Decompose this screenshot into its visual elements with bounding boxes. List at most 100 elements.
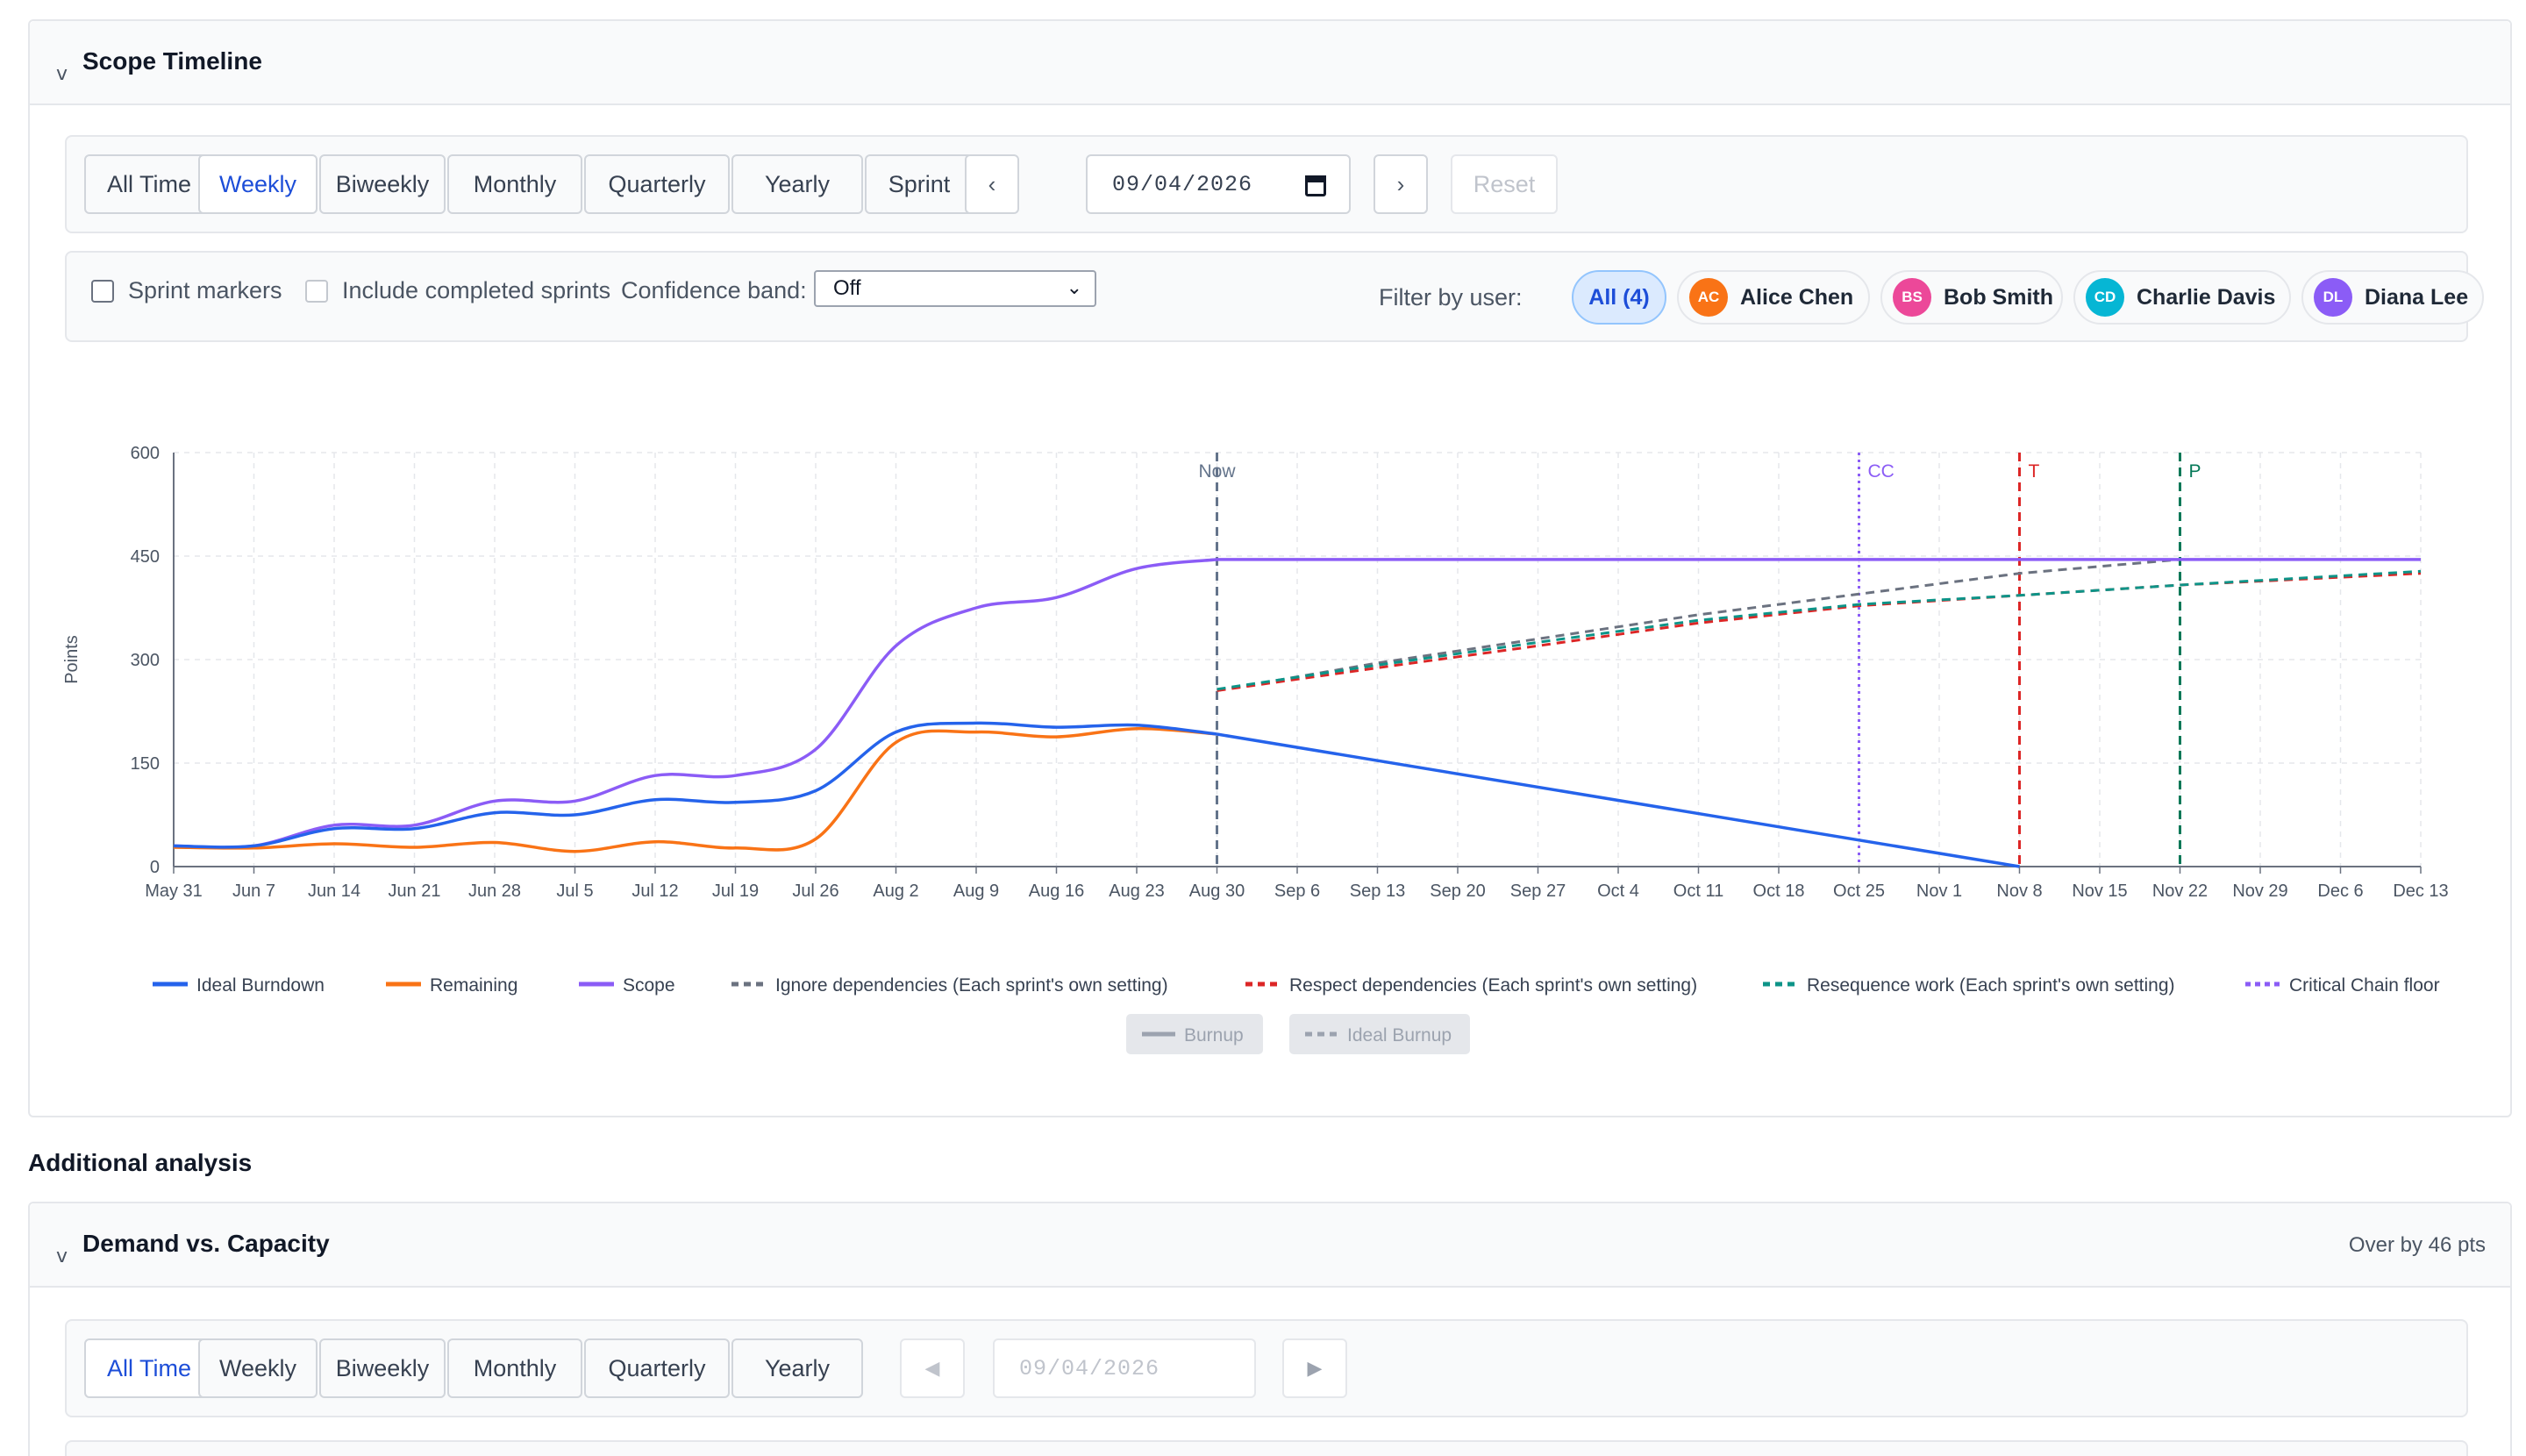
date-input[interactable]: 09/04/2026 <box>993 1338 1256 1398</box>
date-input[interactable]: 09/04/2026 <box>1086 154 1351 214</box>
sprint-markers-option[interactable]: Sprint markers <box>91 277 282 304</box>
x-tick-label: Jul 19 <box>712 881 759 901</box>
x-tick-label: Aug 30 <box>1189 881 1245 901</box>
include-completed-option[interactable]: Include completed sprints <box>305 277 610 304</box>
tab-yearly[interactable]: Yearly <box>731 1338 863 1398</box>
series-line-ignore-dependencies-each-sprint-s-own-setting <box>1217 558 2180 692</box>
x-tick-label: Sep 20 <box>1430 881 1485 901</box>
prev-period-button[interactable]: ◀ <box>900 1338 965 1398</box>
user-chip-charlie-davis[interactable]: CD Charlie Davis <box>2073 270 2291 325</box>
confidence-band-label: Confidence band: <box>621 277 807 303</box>
series-line-scope <box>173 558 1217 849</box>
marker-label-now: Now <box>1198 461 1236 482</box>
chevron-down-icon: ⌄ <box>1066 277 1082 299</box>
tab-quarterly[interactable]: Quarterly <box>584 154 730 214</box>
series-line-remaining <box>173 726 1217 853</box>
legend-hidden-ideal-burnup <box>1289 1014 1470 1054</box>
confidence-band-value: Off <box>833 276 861 300</box>
legend-item-resequence-work-each-sprint-s-own-setting: Resequence work (Each sprint's own setti… <box>1807 975 2175 996</box>
sprint-markers-checkbox[interactable] <box>91 279 114 303</box>
series-line-ideal-burndown <box>173 721 1217 849</box>
user-chip-bob-smith[interactable]: BS Bob Smith <box>1880 270 2063 325</box>
tab-monthly[interactable]: Monthly <box>447 1338 582 1398</box>
options-toolbar: Sprint markers Include completed sprints… <box>65 251 2484 342</box>
series-line-ideal-burndown-projection <box>1217 732 2020 868</box>
demand-capacity-header[interactable]: v Demand vs. Capacity Over by 46 pts <box>30 1203 2510 1288</box>
marker-label-t: T <box>2029 461 2040 482</box>
x-tick-label: Oct 11 <box>1673 881 1723 901</box>
tab-all-time[interactable]: All Time <box>84 154 214 214</box>
y-axis-label: Points <box>62 635 82 684</box>
x-tick-label: May 31 <box>145 881 203 901</box>
legend-item-ideal-burnup: Ideal Burnup <box>1347 1025 1452 1046</box>
x-tick-label: Jun 7 <box>232 881 275 901</box>
x-tick-label: Oct 25 <box>1833 881 1885 901</box>
x-tick-label: Aug 16 <box>1029 881 1084 901</box>
prev-period-button[interactable]: ‹ <box>965 154 1019 214</box>
tab-all-time[interactable]: All Time <box>84 1338 214 1398</box>
filter-all-chip[interactable]: All (4) <box>1572 270 1666 325</box>
x-tick-label: Aug 9 <box>953 881 999 901</box>
x-tick-label: Jul 26 <box>792 881 838 901</box>
tab-weekly[interactable]: Weekly <box>198 1338 318 1398</box>
legend-item-burnup: Burnup <box>1184 1025 1244 1046</box>
date-value: 09/04/2026 <box>1019 1355 1160 1381</box>
chevron-down-icon[interactable]: v <box>56 63 68 85</box>
legend-item-scope: Scope <box>623 975 675 996</box>
avatar: AC <box>1689 278 1728 317</box>
next-period-button[interactable]: › <box>1374 154 1428 214</box>
x-tick-label: Jun 21 <box>388 881 440 901</box>
avatar: BS <box>1893 278 1931 317</box>
status-text: Over by 46 pts <box>2348 1233 2486 1257</box>
series-line-respect-dependencies-each-sprint-s-own-setting <box>1217 572 2422 692</box>
x-tick-label: Sep 6 <box>1274 881 1320 901</box>
chevron-down-icon[interactable]: v <box>56 1245 68 1267</box>
avatar: DL <box>2314 278 2352 317</box>
scope-timeline-panel: v Scope Timeline All Time Weekly Biweekly M… <box>28 19 2512 1117</box>
x-tick-label: Jul 5 <box>556 881 593 901</box>
x-tick-label: Sep 13 <box>1350 881 1405 901</box>
x-tick-label: Nov 1 <box>1916 881 1962 901</box>
tab-weekly[interactable]: Weekly <box>198 154 318 214</box>
legend-item-ignore-dependencies-each-sprint-s-own-setting: Ignore dependencies (Each sprint's own s… <box>775 975 1168 996</box>
calendar-icon[interactable] <box>1305 175 1326 196</box>
x-tick-label: Oct 18 <box>1753 881 1805 901</box>
confidence-band-select[interactable]: Off ⌄ <box>814 270 1096 307</box>
user-name: Charlie Davis <box>2137 284 2276 310</box>
demand-capacity-panel: v Demand vs. Capacity Over by 46 pts All… <box>28 1202 2512 1456</box>
x-tick-label: Jul 12 <box>632 881 678 901</box>
user-name: Diana Lee <box>2365 284 2469 310</box>
x-tick-label: Nov 22 <box>2152 881 2208 901</box>
user-name: Alice Chen <box>1740 284 1854 310</box>
x-tick-label: Oct 4 <box>1597 881 1639 901</box>
tab-monthly[interactable]: Monthly <box>447 154 582 214</box>
y-tick-label: 150 <box>131 754 160 774</box>
user-name: Bob Smith <box>1944 284 2053 310</box>
tab-quarterly[interactable]: Quarterly <box>584 1338 730 1398</box>
next-period-button[interactable]: ▶ <box>1282 1338 1347 1398</box>
y-tick-label: 600 <box>131 444 160 463</box>
include-completed-checkbox[interactable] <box>305 279 328 303</box>
date-value: 09/04/2026 <box>1112 171 1253 197</box>
y-tick-label: 300 <box>131 651 160 670</box>
x-tick-label: Nov 29 <box>2232 881 2287 901</box>
tab-biweekly[interactable]: Biweekly <box>319 154 446 214</box>
tab-yearly[interactable]: Yearly <box>731 154 863 214</box>
sprint-markers-label: Sprint markers <box>128 277 282 303</box>
user-chip-alice-chen[interactable]: AC Alice Chen <box>1677 270 1870 325</box>
x-tick-label: Aug 23 <box>1109 881 1164 901</box>
reset-button[interactable]: Reset <box>1451 154 1558 214</box>
scope-timeline-header[interactable]: v Scope Timeline <box>30 21 2510 105</box>
x-tick-label: Jun 28 <box>468 881 521 901</box>
avatar: CD <box>2086 278 2124 317</box>
user-chip-diana-lee[interactable]: DL Diana Lee <box>2301 270 2484 325</box>
tab-sprint[interactable]: Sprint <box>865 154 974 214</box>
additional-analysis-title: Additional analysis <box>28 1149 253 1176</box>
scope-timeline-chart: 0 150 300 450 600 May 31 Jun 7 Jun 14 Jun 21 Jun … <box>62 444 2449 1054</box>
panel-title: Scope Timeline <box>82 47 262 75</box>
x-tick-label: Sep 27 <box>1510 881 1566 901</box>
legend-item-ideal-burndown: Ideal Burndown <box>196 975 325 996</box>
tab-biweekly[interactable]: Biweekly <box>319 1338 446 1398</box>
x-tick-label: Nov 15 <box>2072 881 2127 901</box>
include-completed-label: Include completed sprints <box>342 277 611 303</box>
